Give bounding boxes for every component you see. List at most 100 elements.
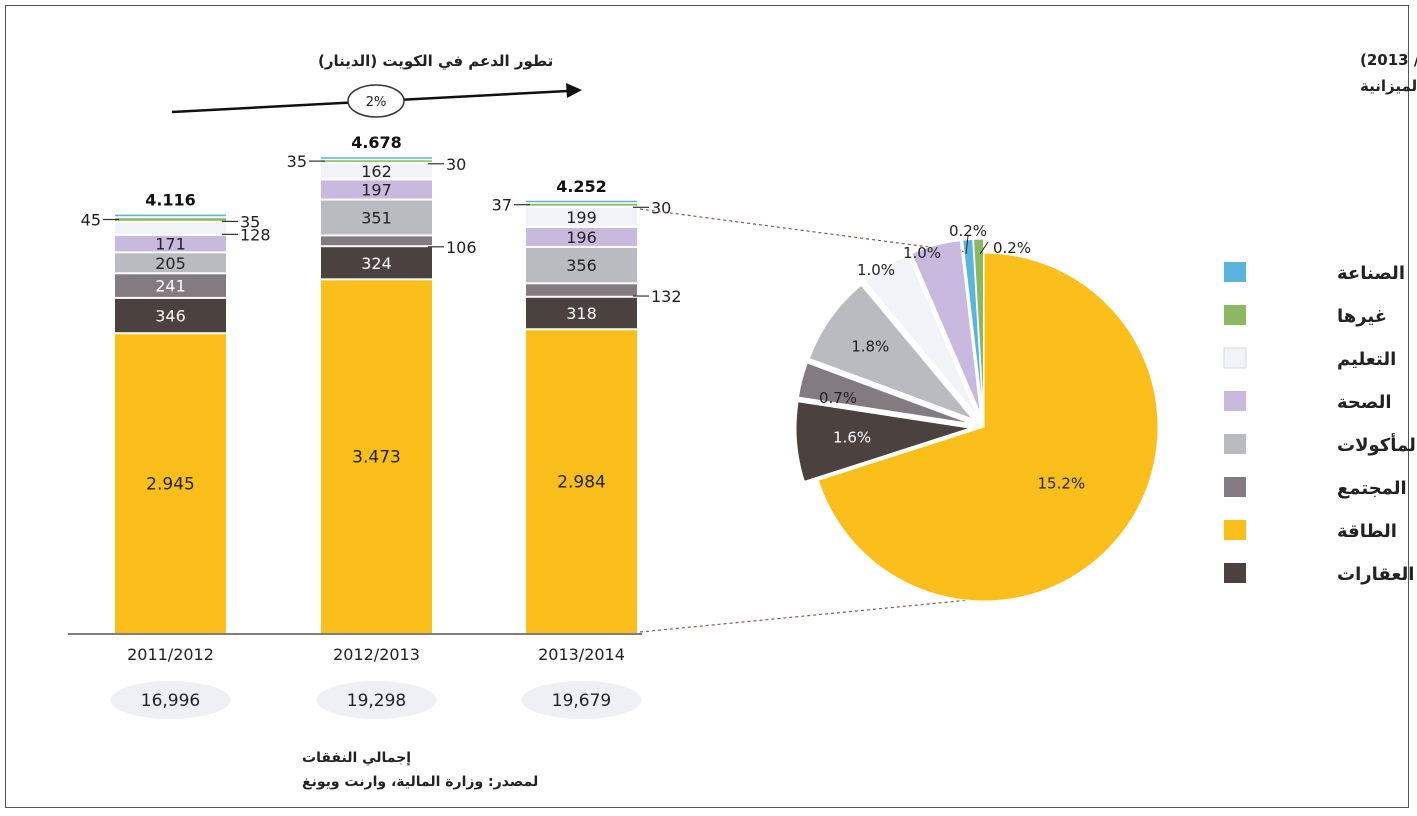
bar-segment-food	[115, 253, 226, 273]
total-expenditure-label: 16,996	[141, 691, 200, 711]
growth-badge	[347, 84, 405, 118]
bar-segment-other	[526, 203, 637, 206]
pie-slice-label: 0.2%	[993, 239, 1031, 257]
bar-value-label: 162	[361, 162, 392, 181]
x-tick-label: 2012/2013	[333, 645, 420, 664]
bar-segment-energy	[321, 280, 432, 633]
bar-value-label: 324	[361, 254, 392, 273]
leader-line	[965, 235, 969, 255]
connector-line	[639, 597, 991, 633]
footer-source: لمصدر: وزارة المالية، وارنت ويونغ	[302, 774, 538, 790]
total-expenditure-badge	[521, 681, 642, 719]
bar-title: تطور الدعم في الكويت (الدينار)	[318, 52, 553, 70]
bar-value-label: 205	[155, 254, 186, 273]
bar-value-label: 3.473	[352, 448, 401, 468]
legend-swatch-other	[1224, 305, 1246, 325]
bar-value-label: 30	[651, 198, 671, 217]
legend-swatch-food	[1224, 434, 1246, 454]
total-expenditure-badge	[110, 681, 231, 719]
frame	[5, 5, 1409, 808]
bar-segment-energy	[115, 334, 226, 633]
pie-slice-energy	[817, 252, 1159, 602]
legend-label-energy: الطاقة	[1337, 521, 1397, 542]
bar-segment-health	[526, 227, 637, 246]
pie-chart: 15.2% 1.6% 0.7% 1.8% 1.0% 1.0% 0.2% 0.2%	[795, 222, 1159, 602]
bar-total-label: 4.252	[556, 177, 607, 196]
bar-segment-health	[115, 235, 226, 252]
bar-segment-real_estate	[115, 298, 226, 333]
bar-segment-energy	[526, 330, 637, 633]
total-expenditure-badge	[316, 681, 437, 719]
pie-subtitle: الفئة والنسبة من إجمالي نفقات الميزانية	[1360, 77, 1417, 95]
bar-segment-education	[526, 207, 637, 226]
bar-total-label: 4.116	[145, 191, 196, 210]
total-expenditure-label: 19,679	[552, 691, 611, 711]
pie-slice-community	[797, 362, 971, 424]
legend-swatch-energy	[1224, 520, 1246, 540]
bar-segment-industry	[115, 214, 226, 217]
legend: الصناعة غيرها التعليم الصحة المأكولات المجتمع…	[1223, 262, 1417, 585]
pie-slice-label: 0.2%	[949, 222, 987, 240]
leader-line	[979, 241, 989, 255]
bar-value-label: 45	[81, 211, 101, 230]
legend-label-education: التعليم	[1337, 349, 1396, 370]
x-tick-label: 2011/2012	[127, 645, 214, 664]
legend-label-food: المأكولات	[1337, 433, 1417, 456]
legend-label-industry: الصناعة	[1337, 263, 1405, 284]
pie-slice-label: 0.7%	[819, 389, 857, 407]
pie-slice-label: 1.8%	[851, 338, 889, 356]
bar-value-label: 35	[287, 152, 307, 171]
bar-value-label: 356	[566, 256, 597, 275]
bar-segment-health	[321, 180, 432, 199]
pie-slice-food	[808, 284, 975, 421]
bar-value-label: 2.984	[557, 473, 606, 493]
bar-value-label: 132	[651, 287, 682, 306]
bar-value-label: 35	[240, 212, 260, 231]
bar-segment-other	[115, 218, 226, 221]
growth-arrow: 2%	[171, 83, 582, 118]
bar-value-label: 37	[492, 196, 512, 215]
bar-segment-industry	[526, 200, 637, 203]
pie-slice-other	[972, 238, 985, 414]
pie-slice-label: 15.2%	[1038, 474, 1086, 492]
pie-slice-label: 1.6%	[833, 429, 871, 447]
bar-value-label: 196	[566, 228, 597, 247]
bar-segment-industry	[321, 157, 432, 159]
legend-label-real_estate: العقارات	[1337, 564, 1414, 585]
connector-line	[639, 208, 968, 253]
pie-slice-label: 1.0%	[857, 261, 895, 279]
pie-slice-education	[864, 254, 978, 416]
bar-total-label: 4.678	[351, 133, 402, 152]
bar-value-label: 128	[240, 225, 271, 244]
bar-segment-education	[115, 222, 226, 234]
bar-value-label: 106	[446, 238, 477, 257]
footer-total-label: إجمالي النفقات	[302, 750, 411, 766]
bar-value-label: 30	[446, 155, 466, 174]
growth-label: 2%	[366, 95, 387, 110]
bar-segment-community	[321, 236, 432, 246]
legend-label-other: غيرها	[1337, 306, 1387, 327]
bar-value-label: 171	[155, 235, 186, 254]
legend-swatch-health	[1224, 391, 1246, 411]
legend-swatch-community	[1224, 477, 1246, 497]
bar-value-label: 318	[566, 304, 597, 323]
legend-swatch-real_estate	[1224, 563, 1246, 583]
legend-swatch-education	[1223, 347, 1247, 369]
legend-swatch-industry	[1224, 262, 1246, 282]
pie-title: نسبة الفئة الفرعية (2014 / 2013)	[1360, 51, 1417, 69]
total-expenditure-label: 19,298	[347, 691, 406, 711]
bar-value-label: 197	[361, 180, 392, 199]
legend-label-community: المجتمع	[1337, 478, 1407, 499]
bar-segment-real_estate	[321, 247, 432, 279]
bar-segment-food	[526, 247, 637, 283]
bar-segment-real_estate	[526, 297, 637, 329]
bar-value-label: 241	[155, 277, 186, 296]
bar-segment-food	[321, 200, 432, 235]
pie-slice-real_estate	[795, 401, 971, 483]
legend-label-health: الصحة	[1337, 392, 1392, 413]
bar-segment-other	[321, 160, 432, 162]
bar-segment-community	[526, 284, 637, 296]
